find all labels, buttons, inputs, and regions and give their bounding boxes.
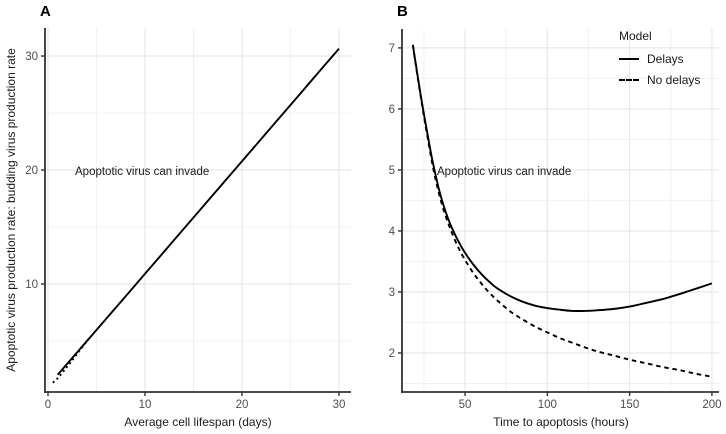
y-tick-label: 4 <box>389 226 396 238</box>
x-tick-label: 100 <box>538 399 557 411</box>
solid-line-swatch-icon <box>619 58 639 60</box>
x-tick-label: 50 <box>459 399 472 411</box>
series-no-delays <box>411 44 713 378</box>
dashed-line-swatch-icon <box>619 79 639 81</box>
legend: Model Delays No delays <box>619 29 700 87</box>
x-tick-label: 150 <box>620 399 639 411</box>
legend-entry-delays: Delays <box>619 52 700 66</box>
panel-b-letter: B <box>397 3 408 20</box>
y-tick-label: 3 <box>389 287 395 299</box>
y-tick-label: 2 <box>389 348 395 360</box>
y-tick-label: 7 <box>389 43 395 55</box>
y-tick-label: 5 <box>389 165 395 177</box>
legend-label: Delays <box>647 52 684 66</box>
x-tick-label: 10 <box>139 399 152 411</box>
legend-title: Model <box>619 29 652 43</box>
legend-label: No delays <box>647 73 701 87</box>
x-tick-label: 0 <box>45 399 51 411</box>
series-delays <box>56 47 340 376</box>
legend-entry-no-delays: No delays <box>619 73 700 87</box>
panel-a-annotation: Apoptotic virus can invade <box>75 166 210 178</box>
y-tick-label: 20 <box>25 165 38 177</box>
panel-b-annotation: Apoptotic virus can invade <box>437 166 572 178</box>
y-axis-title: Apoptotic virus production rate: budding… <box>4 48 18 372</box>
panel-b-x-axis-title: Time to apoptosis (hours) <box>493 415 629 429</box>
panel-a-x-axis-title: Average cell lifespan (days) <box>124 415 272 429</box>
series-delays <box>411 44 713 312</box>
y-tick-label: 10 <box>25 279 38 291</box>
panel-a: 0 10 20 30 10 20 30 <box>25 28 351 411</box>
y-tick-label: 6 <box>389 104 395 116</box>
x-tick-label: 20 <box>236 399 249 411</box>
series-no-delays <box>52 338 90 384</box>
panel-a-letter: A <box>40 3 51 20</box>
x-tick-label: 200 <box>702 399 721 411</box>
panel-b: 50 100 150 200 2 3 4 5 6 7 <box>389 29 722 411</box>
x-tick-label: 30 <box>333 399 346 411</box>
y-tick-label: 30 <box>25 51 38 63</box>
